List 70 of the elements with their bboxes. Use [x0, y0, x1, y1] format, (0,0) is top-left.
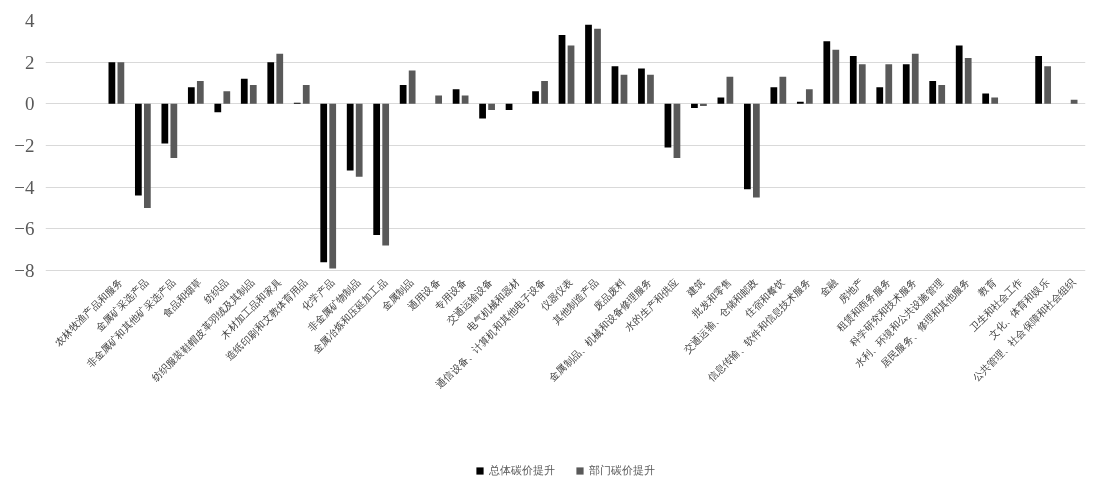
- legend-label: 部门碳价提升: [589, 463, 655, 478]
- x-tick-label: 金融: [817, 276, 840, 299]
- bar: [399, 85, 407, 104]
- bar: [902, 64, 910, 104]
- x-tick-label: 教育: [976, 276, 999, 299]
- bar: [876, 87, 884, 104]
- bar: [585, 24, 592, 104]
- bar: [479, 103, 486, 119]
- bar: [991, 97, 999, 104]
- bar: [302, 85, 310, 104]
- bar: [382, 103, 390, 246]
- bar: [532, 91, 539, 104]
- bar: [161, 103, 169, 144]
- bar: [911, 53, 919, 104]
- bar: [796, 101, 804, 104]
- bar: [196, 80, 204, 104]
- y-tick-label: −4: [14, 176, 35, 198]
- bar: [823, 41, 831, 104]
- bar: [170, 103, 178, 158]
- bar: [408, 70, 416, 104]
- bar: [320, 103, 328, 263]
- y-tick-label: 2: [25, 51, 35, 73]
- bar: [452, 89, 460, 104]
- bar: [223, 91, 231, 104]
- bar: [108, 62, 116, 104]
- bar: [938, 85, 946, 104]
- bar: [832, 49, 840, 104]
- bar: [267, 62, 275, 104]
- bar: [329, 103, 337, 269]
- bar: [240, 78, 248, 104]
- y-tick-label: −2: [14, 135, 35, 156]
- bar: [276, 53, 284, 104]
- bar: [805, 89, 813, 104]
- bar: [647, 74, 654, 104]
- bar: [488, 103, 495, 111]
- bar: [849, 55, 857, 104]
- bar: [594, 28, 601, 104]
- bar: [214, 103, 222, 113]
- bar: [541, 80, 548, 104]
- bar: [743, 103, 751, 190]
- bar: [770, 87, 778, 104]
- bar: [691, 103, 698, 108]
- y-tick-label: 0: [25, 93, 35, 115]
- bar: [638, 68, 645, 104]
- x-tick-label: 建筑: [684, 276, 707, 300]
- bar: [929, 80, 937, 104]
- bar: [1035, 55, 1043, 104]
- bar: [611, 66, 619, 104]
- bar: [779, 76, 787, 104]
- bar: [346, 103, 354, 171]
- bar: [885, 64, 893, 104]
- bar: [373, 103, 381, 236]
- bar: [435, 95, 443, 104]
- bar: [700, 103, 707, 106]
- bar: [117, 62, 125, 104]
- bar: [355, 103, 363, 177]
- bar: [143, 103, 151, 208]
- bar: [187, 87, 195, 104]
- legend-label: 总体碳价提升: [489, 463, 555, 478]
- bar: [1044, 66, 1052, 104]
- bar: [964, 58, 972, 104]
- y-tick-label: −6: [14, 218, 35, 240]
- bar: [955, 45, 963, 104]
- bar: [753, 103, 760, 198]
- bar: [249, 85, 257, 104]
- bar: [134, 103, 142, 196]
- bar: [858, 64, 866, 104]
- bar: [982, 93, 990, 104]
- y-tick-label: −8: [14, 260, 35, 281]
- y-tick-label: 4: [25, 10, 35, 31]
